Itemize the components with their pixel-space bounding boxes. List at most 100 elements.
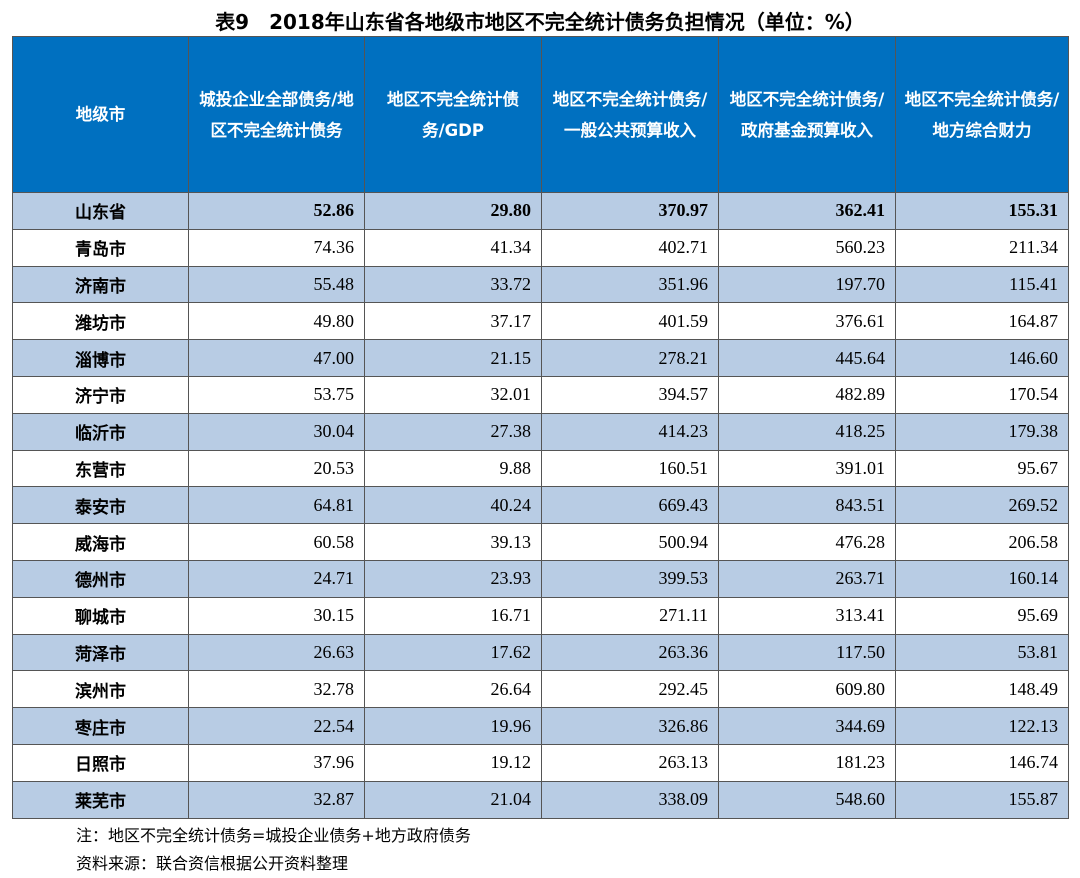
- value-cell: 30.15: [188, 596, 365, 635]
- value-cell: 160.14: [895, 559, 1069, 598]
- value-cell: 394.57: [541, 375, 719, 414]
- value-cell: 278.21: [541, 339, 719, 377]
- value-cell: 669.43: [541, 486, 719, 525]
- value-cell: 22.54: [188, 707, 365, 745]
- value-cell: 21.15: [364, 339, 542, 377]
- column-header: 城投企业全部债务/地区不完全统计债务: [188, 36, 365, 193]
- city-name-cell: 青岛市: [12, 228, 189, 267]
- table-row: 聊城市 30.15 16.71 271.11 313.41 95.69: [12, 596, 1069, 635]
- value-cell: 146.74: [895, 743, 1069, 782]
- value-cell: 414.23: [541, 412, 719, 451]
- value-cell: 206.58: [895, 523, 1069, 561]
- table-row: 菏泽市 26.63 17.62 263.36 117.50 53.81: [12, 633, 1069, 672]
- value-cell: 197.70: [718, 265, 896, 304]
- column-header: 地区不完全统计债务/一般公共预算收入: [541, 36, 719, 193]
- city-name-cell: 滨州市: [12, 670, 189, 709]
- city-name-cell: 德州市: [12, 559, 189, 598]
- value-cell: 64.81: [188, 486, 365, 525]
- value-cell: 351.96: [541, 265, 719, 304]
- table-row: 莱芜市 32.87 21.04 338.09 548.60 155.87: [12, 780, 1069, 819]
- value-cell: 338.09: [541, 780, 719, 819]
- city-name-cell: 淄博市: [12, 339, 189, 377]
- province-total-row: 山东省 52.86 29.80 370.97 362.41 155.31: [12, 192, 1069, 230]
- value-cell: 9.88: [364, 449, 542, 488]
- value-cell: 23.93: [364, 559, 542, 598]
- table-row: 泰安市 64.81 40.24 669.43 843.51 269.52: [12, 486, 1069, 525]
- value-cell: 399.53: [541, 559, 719, 598]
- value-cell: 117.50: [718, 633, 896, 672]
- value-cell: 26.63: [188, 633, 365, 672]
- debt-table: 地级市 城投企业全部债务/地区不完全统计债务 地区不完全统计债务/GDP 地区不完全统…: [12, 36, 1069, 819]
- value-cell: 146.60: [895, 339, 1069, 377]
- value-cell: 40.24: [364, 486, 542, 525]
- value-cell: 47.00: [188, 339, 365, 377]
- value-cell: 19.96: [364, 707, 542, 745]
- city-name-cell: 威海市: [12, 523, 189, 561]
- city-name-cell: 枣庄市: [12, 707, 189, 745]
- value-cell: 37.96: [188, 743, 365, 782]
- value-cell: 148.49: [895, 670, 1069, 709]
- value-cell: 445.64: [718, 339, 896, 377]
- city-name-cell: 济宁市: [12, 375, 189, 414]
- value-cell: 21.04: [364, 780, 542, 819]
- value-cell: 60.58: [188, 523, 365, 561]
- value-cell: 155.87: [895, 780, 1069, 819]
- value-cell: 313.41: [718, 596, 896, 635]
- value-cell: 52.86: [188, 192, 365, 230]
- value-cell: 29.80: [364, 192, 542, 230]
- column-header: 地级市: [12, 36, 189, 193]
- table-row: 德州市 24.71 23.93 399.53 263.71 160.14: [12, 559, 1069, 598]
- value-cell: 41.34: [364, 228, 542, 267]
- table-row: 临沂市 30.04 27.38 414.23 418.25 179.38: [12, 412, 1069, 451]
- value-cell: 211.34: [895, 228, 1069, 267]
- table-row: 滨州市 32.78 26.64 292.45 609.80 148.49: [12, 670, 1069, 709]
- value-cell: 269.52: [895, 486, 1069, 525]
- column-header: 地区不完全统计债务/地方综合财力: [895, 36, 1069, 193]
- value-cell: 179.38: [895, 412, 1069, 451]
- value-cell: 32.87: [188, 780, 365, 819]
- table-row: 济南市 55.48 33.72 351.96 197.70 115.41: [12, 265, 1069, 304]
- table-row: 东营市 20.53 9.88 160.51 391.01 95.67: [12, 449, 1069, 488]
- value-cell: 263.36: [541, 633, 719, 672]
- value-cell: 476.28: [718, 523, 896, 561]
- column-header: 地区不完全统计债务/政府基金预算收入: [718, 36, 896, 193]
- city-name-cell: 泰安市: [12, 486, 189, 525]
- table-row: 威海市 60.58 39.13 500.94 476.28 206.58: [12, 523, 1069, 561]
- value-cell: 24.71: [188, 559, 365, 598]
- value-cell: 74.36: [188, 228, 365, 267]
- value-cell: 32.78: [188, 670, 365, 709]
- city-name-cell: 潍坊市: [12, 302, 189, 341]
- table-source: 资料来源：联合资信根据公开资料整理: [76, 854, 349, 873]
- value-cell: 391.01: [718, 449, 896, 488]
- value-cell: 292.45: [541, 670, 719, 709]
- value-cell: 32.01: [364, 375, 542, 414]
- header-row: 地级市 城投企业全部债务/地区不完全统计债务 地区不完全统计债务/GDP 地区不完全统…: [12, 36, 1069, 193]
- value-cell: 155.31: [895, 192, 1069, 230]
- value-cell: 560.23: [718, 228, 896, 267]
- table-row: 日照市 37.96 19.12 263.13 181.23 146.74: [12, 743, 1069, 782]
- city-name-cell: 莱芜市: [12, 780, 189, 819]
- value-cell: 122.13: [895, 707, 1069, 745]
- table-row: 青岛市 74.36 41.34 402.71 560.23 211.34: [12, 228, 1069, 267]
- value-cell: 95.69: [895, 596, 1069, 635]
- table-row: 枣庄市 22.54 19.96 326.86 344.69 122.13: [12, 707, 1069, 745]
- table-note: 注：地区不完全统计债务=城投企业债务+地方政府债务: [76, 826, 471, 845]
- value-cell: 37.17: [364, 302, 542, 341]
- value-cell: 17.62: [364, 633, 542, 672]
- value-cell: 33.72: [364, 265, 542, 304]
- column-header: 地区不完全统计债务/GDP: [364, 36, 542, 193]
- value-cell: 344.69: [718, 707, 896, 745]
- city-name-cell: 日照市: [12, 743, 189, 782]
- value-cell: 370.97: [541, 192, 719, 230]
- value-cell: 53.75: [188, 375, 365, 414]
- value-cell: 160.51: [541, 449, 719, 488]
- value-cell: 95.67: [895, 449, 1069, 488]
- value-cell: 19.12: [364, 743, 542, 782]
- value-cell: 49.80: [188, 302, 365, 341]
- table-row: 济宁市 53.75 32.01 394.57 482.89 170.54: [12, 375, 1069, 414]
- value-cell: 402.71: [541, 228, 719, 267]
- value-cell: 30.04: [188, 412, 365, 451]
- value-cell: 170.54: [895, 375, 1069, 414]
- value-cell: 181.23: [718, 743, 896, 782]
- city-name-cell: 菏泽市: [12, 633, 189, 672]
